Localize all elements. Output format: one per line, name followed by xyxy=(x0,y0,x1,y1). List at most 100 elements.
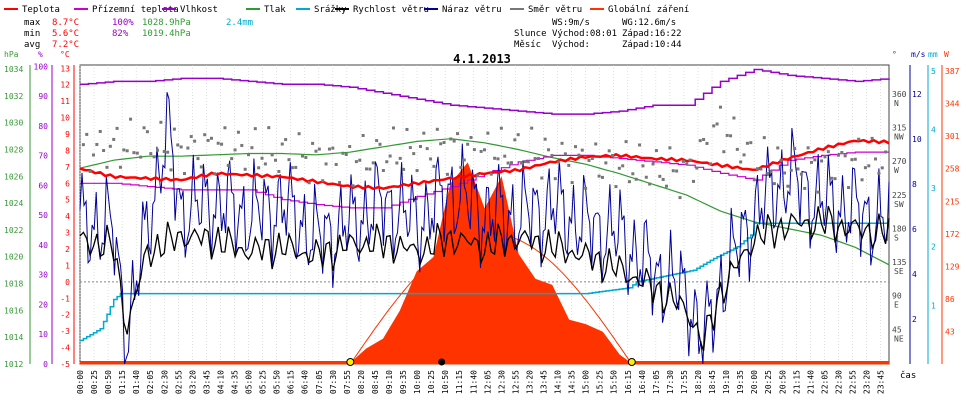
wind-direction-point xyxy=(334,162,338,166)
wind-direction-point xyxy=(570,181,574,185)
wind-direction-point xyxy=(661,177,665,181)
wind-direction-point xyxy=(509,161,513,165)
radiation-baseline xyxy=(80,361,889,364)
wind-direction-point xyxy=(857,137,861,141)
wind-direction-point xyxy=(135,151,139,155)
wind-direction-point xyxy=(493,156,497,160)
wind-direction-point xyxy=(368,167,372,171)
wind-direction-point xyxy=(466,142,470,146)
mm-tick: 5 xyxy=(931,67,936,76)
wind-direction-point xyxy=(253,127,257,131)
wind-direction-point xyxy=(385,160,389,164)
wind-direction-point xyxy=(216,141,220,145)
wind-direction-point xyxy=(402,167,406,171)
wind-direction-point xyxy=(820,159,824,163)
x-tick-label: 01:15 xyxy=(118,370,127,394)
w-tick: 86 xyxy=(945,295,955,304)
x-tick-label: 14:10 xyxy=(554,370,563,394)
wind-direction-point xyxy=(874,157,878,161)
wind-direction-point xyxy=(378,142,382,146)
wind-direction-point xyxy=(314,149,318,153)
wind-direction-point xyxy=(826,150,830,154)
wind-direction-point xyxy=(607,149,611,153)
wind-direction-point xyxy=(169,168,173,172)
wind-direction-point xyxy=(813,158,817,162)
x-tick-label: 19:35 xyxy=(736,370,745,394)
x-tick-label: 16:40 xyxy=(638,370,647,394)
moonrise-value: Východ: xyxy=(552,40,590,50)
wind-direction-point xyxy=(739,160,743,164)
wind-direction-point xyxy=(658,174,662,178)
wind-direction-point xyxy=(752,178,756,182)
mm-tick: 3 xyxy=(931,184,936,193)
sun-label: Slunce xyxy=(514,29,547,39)
wind-direction-point xyxy=(688,158,692,162)
wind-direction-point xyxy=(749,141,753,145)
wind-direction-point xyxy=(550,154,554,158)
wind-direction-point xyxy=(712,124,716,128)
x-tick-label: 23:20 xyxy=(863,370,872,394)
legend-label-5: Rychlost větru xyxy=(353,5,429,15)
temp-tick: 6 xyxy=(65,179,70,188)
wind-direction-point xyxy=(257,166,261,170)
x-tick-label: 16:15 xyxy=(624,370,633,394)
wind-direction-point xyxy=(547,148,551,152)
wind-direction-point xyxy=(843,154,847,158)
wind-direction-point xyxy=(853,157,857,161)
legend-label-7: Směr větru xyxy=(528,5,582,15)
x-tick-label: 05:00 xyxy=(245,370,254,394)
x-tick-label: 09:10 xyxy=(385,370,394,394)
w-tick: 215 xyxy=(945,197,960,206)
wind-direction-point xyxy=(189,135,193,139)
wind-direction-point xyxy=(132,151,136,155)
wind-direction-point xyxy=(803,186,807,190)
wind-direction-point xyxy=(290,166,294,170)
stat-max-rain: 2.4mm xyxy=(226,18,253,28)
wind-direction-point xyxy=(523,160,527,164)
dir-tick: 90 xyxy=(892,292,902,301)
wind-direction-point xyxy=(415,169,419,173)
wind-direction-point xyxy=(762,136,766,140)
x-tick-label: 02:30 xyxy=(160,370,169,394)
wind-direction-point xyxy=(611,153,615,157)
wind-direction-point xyxy=(102,149,106,153)
x-tick-label: 22:05 xyxy=(820,370,829,394)
x-tick-label: 09:35 xyxy=(399,370,408,394)
legend-label-8: Globální záření xyxy=(608,5,689,15)
sunrise-value: Východ:08:01 xyxy=(552,29,617,39)
x-tick-label: 12:30 xyxy=(497,370,506,394)
wind-direction-point xyxy=(442,141,446,145)
wind-direction-point xyxy=(125,149,129,153)
dir-compass: SE xyxy=(894,267,904,276)
wind-direction-point xyxy=(863,166,867,170)
wind-direction-point xyxy=(179,145,183,149)
x-tick-label: 06:15 xyxy=(287,370,296,394)
dir-tick: 270 xyxy=(892,157,907,166)
moonset-value: Západ:10:44 xyxy=(622,40,682,50)
dir-tick: 45 xyxy=(892,325,902,334)
wind-direction-point xyxy=(213,172,217,176)
wind-direction-point xyxy=(483,148,486,152)
pct-tick: 10 xyxy=(38,330,48,339)
w-tick: 344 xyxy=(945,100,960,109)
hpa-tick: 1024 xyxy=(4,199,23,208)
wind-direction-point xyxy=(304,155,308,159)
dir-tick: 315 xyxy=(892,124,907,133)
wind-direction-point xyxy=(112,137,116,141)
wind-direction-point xyxy=(196,157,200,161)
wind-direction-point xyxy=(631,172,635,176)
x-axis-label: čas xyxy=(900,370,916,381)
dir-compass: SW xyxy=(894,200,904,209)
wind-direction-point xyxy=(617,166,621,170)
stat-avg-label: avg xyxy=(24,40,40,50)
wind-direction-point xyxy=(830,176,834,180)
wind-direction-point xyxy=(199,165,203,169)
sunset-value: Západ:16:22 xyxy=(622,29,682,39)
wind-direction-point xyxy=(695,166,699,170)
wind-direction-point xyxy=(665,184,669,188)
wind-direction-point xyxy=(85,132,89,136)
x-tick-label: 03:45 xyxy=(202,370,211,394)
wind-direction-point xyxy=(638,143,642,147)
temp-tick: -1 xyxy=(60,294,70,303)
temp-tick: 3 xyxy=(65,229,70,238)
